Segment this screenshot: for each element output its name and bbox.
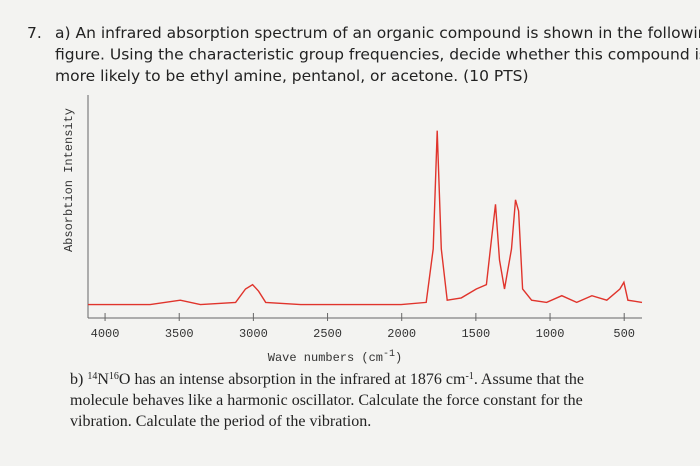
question-line: a) An infrared absorption spectrum of an… — [55, 24, 700, 42]
x-tick-label: 2500 — [313, 327, 342, 341]
x-tick-label: 500 — [613, 327, 635, 341]
question-line: figure. Using the characteristic group f… — [55, 46, 700, 64]
x-tick-label: 1500 — [461, 327, 490, 341]
x-tick-label: 4000 — [91, 327, 120, 341]
chart: Absorbtion Intensity Wave numbers (cm-1)… — [62, 95, 643, 365]
text-segment: molecule behaves like a harmonic oscilla… — [70, 392, 583, 409]
superscript: 16 — [109, 371, 119, 382]
question-text: a) An infrared absorption spectrum of an… — [55, 24, 700, 85]
part-b-line: b) 14N16O has an intense absorption in t… — [70, 371, 584, 388]
text-segment: . Assume that the — [474, 371, 584, 388]
part-b-line: vibration. Calculate the period of the v… — [70, 413, 371, 430]
superscript: 14 — [87, 371, 97, 382]
x-tick-label: 2000 — [387, 327, 416, 341]
text-segment: N — [97, 371, 109, 388]
spectrum-line — [88, 130, 643, 306]
part-b-line: molecule behaves like a harmonic oscilla… — [70, 392, 583, 409]
x-tick-label: 1000 — [536, 327, 565, 341]
text-segment: vibration. Calculate the period of the v… — [70, 413, 371, 430]
x-tick-label: 3000 — [239, 327, 268, 341]
text-segment: O has an intense absorption in the infra… — [119, 371, 466, 388]
superscript: -1 — [465, 371, 473, 382]
x-label-text: Wave numbers (cm — [268, 351, 383, 365]
x-tick-label: 3500 — [165, 327, 194, 341]
x-label-sup: -1 — [383, 349, 395, 360]
y-axis-label: Absorbtion Intensity — [62, 108, 76, 252]
x-label-close: ) — [395, 351, 402, 365]
x-axis-label: Wave numbers (cm-1) — [268, 349, 402, 365]
part-b-text: b) 14N16O has an intense absorption in t… — [70, 371, 584, 430]
question-line: more likely to be ethyl amine, pentanol,… — [55, 67, 529, 85]
text-segment: b) — [70, 371, 87, 388]
question-number: 7. — [27, 24, 42, 42]
